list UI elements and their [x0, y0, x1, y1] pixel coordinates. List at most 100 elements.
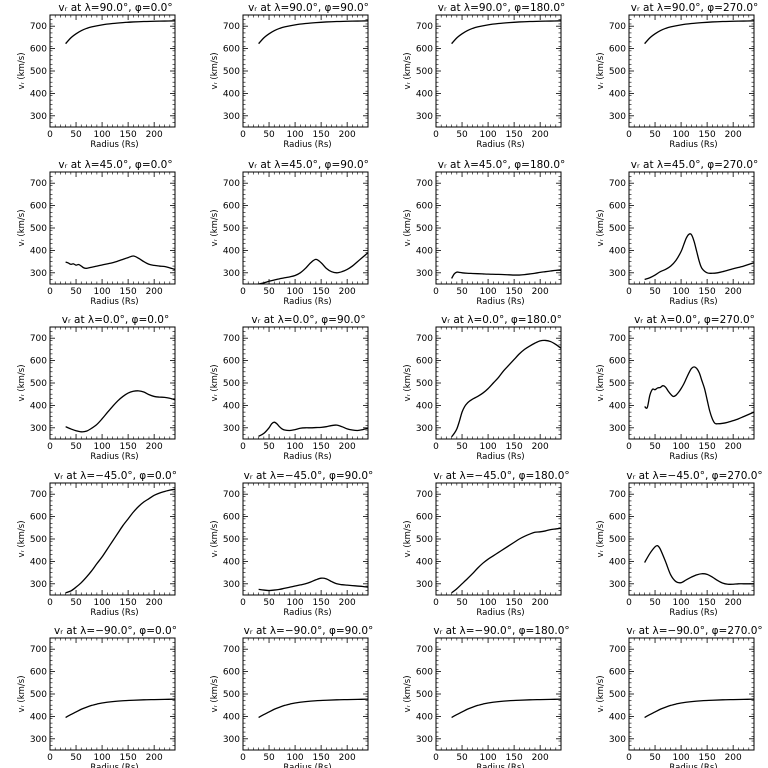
y-tick-label: 300: [416, 112, 433, 122]
x-tick-label: 150: [506, 442, 523, 452]
x-tick-label: 100: [479, 130, 496, 140]
series-line: [258, 698, 369, 719]
y-tick-label: 500: [609, 224, 626, 234]
y-axis-label: vᵣ (km/s): [403, 520, 413, 557]
x-tick-label: 100: [286, 287, 303, 297]
y-tick-label: 400: [416, 89, 433, 99]
x-tick-label: 150: [120, 753, 137, 763]
y-tick-label: 300: [223, 112, 240, 122]
y-tick-label: 400: [223, 557, 240, 567]
y-tick-label: 300: [416, 580, 433, 590]
panel-title-4: vᵣ at λ=45.0°, φ=0.0°: [58, 159, 172, 171]
x-tick-label: 50: [456, 598, 468, 608]
series-line: [451, 527, 562, 594]
panel-18: vᵣ at λ=−90.0°, φ=180.0° 0 50 100 150 200 300 4…: [403, 625, 570, 768]
x-tick-label: 150: [506, 598, 523, 608]
x-tick-label: 200: [339, 287, 356, 297]
y-axis-label: vᵣ (km/s): [17, 364, 27, 401]
panel-title-12: vᵣ at λ=−45.0°, φ=0.0°: [54, 470, 177, 482]
y-tick-label: 400: [416, 246, 433, 256]
x-tick-label: 50: [70, 442, 82, 452]
x-tick-label: 200: [146, 442, 163, 452]
plot-frame: [628, 637, 755, 751]
x-tick-label: 100: [93, 130, 110, 140]
x-tick-label: 50: [456, 130, 468, 140]
y-tick-label: 500: [30, 379, 47, 389]
y-tick-label: 500: [609, 379, 626, 389]
x-tick-label: 100: [286, 753, 303, 763]
x-tick-label: 100: [286, 442, 303, 452]
panel-2: vᵣ at λ=90.0°, φ=180.0° 0 50 100 150 200 300 40…: [403, 2, 565, 150]
series-line: [451, 339, 562, 438]
series-line: [65, 698, 176, 719]
x-tick-label: 50: [70, 753, 82, 763]
y-tick-label: 600: [416, 45, 433, 55]
y-tick-label: 600: [416, 668, 433, 678]
series-line: [258, 577, 369, 592]
plot-frame: [242, 14, 369, 128]
panel-10: vᵣ at λ=0.0°, φ=180.0° 0 50 100 150 200 300 400…: [403, 314, 562, 462]
y-tick-label: 500: [416, 535, 433, 545]
plot-frame: [242, 637, 369, 751]
x-axis-label: Radius (Rs): [476, 452, 524, 462]
y-tick-label: 400: [609, 89, 626, 99]
x-tick-label: 50: [263, 598, 275, 608]
x-tick-label: 100: [286, 130, 303, 140]
x-tick-label: 100: [479, 598, 496, 608]
panel-16: vᵣ at λ=−90.0°, φ=0.0° 0 50 100 150 200 300 400…: [17, 625, 177, 768]
panel-title-9: vᵣ at λ=0.0°, φ=90.0°: [251, 314, 365, 326]
y-tick-label: 600: [30, 202, 47, 212]
y-tick-label: 600: [416, 357, 433, 367]
panel-8: vᵣ at λ=0.0°, φ=0.0° 0 50 100 150 200 300 400 50…: [17, 314, 176, 462]
y-axis-label: vᵣ (km/s): [210, 364, 220, 401]
y-tick-label: 500: [30, 67, 47, 77]
x-tick-label: 50: [649, 753, 661, 763]
x-axis-label: Radius (Rs): [90, 763, 138, 768]
x-tick-label: 100: [479, 753, 496, 763]
x-tick-label: 150: [313, 130, 330, 140]
x-tick-label: 150: [120, 130, 137, 140]
y-tick-label: 400: [223, 712, 240, 722]
y-tick-label: 500: [30, 224, 47, 234]
x-tick-label: 50: [456, 287, 468, 297]
y-tick-label: 400: [30, 246, 47, 256]
panel-1: vᵣ at λ=90.0°, φ=90.0° 0 50 100 150 200 300 400…: [210, 2, 369, 150]
x-tick-label: 150: [313, 598, 330, 608]
panel-17: vᵣ at λ=−90.0°, φ=90.0° 0 50 100 150 200 300 40…: [210, 625, 373, 768]
x-tick-label: 200: [339, 442, 356, 452]
y-tick-label: 500: [30, 535, 47, 545]
x-tick-label: 200: [146, 753, 163, 763]
x-axis-label: Radius (Rs): [669, 297, 717, 307]
y-tick-label: 700: [30, 645, 47, 655]
plot-frame: [49, 14, 176, 128]
y-tick-label: 300: [609, 269, 626, 279]
panel-title-2: vᵣ at λ=90.0°, φ=180.0°: [438, 2, 566, 14]
panel-12: vᵣ at λ=−45.0°, φ=0.0° 0 50 100 150 200 300 400…: [17, 470, 177, 618]
y-tick-label: 700: [416, 334, 433, 344]
x-axis-label: Radius (Rs): [90, 608, 138, 618]
y-tick-label: 700: [223, 490, 240, 500]
y-tick-label: 300: [223, 735, 240, 745]
x-tick-label: 100: [93, 442, 110, 452]
panel-5: vᵣ at λ=45.0°, φ=90.0° 0 50 100 150 200 300 400…: [210, 159, 369, 307]
series-line: [65, 255, 176, 271]
x-axis-label: Radius (Rs): [90, 297, 138, 307]
panel-title-13: vᵣ at λ=−45.0°, φ=90.0°: [244, 470, 374, 482]
y-tick-label: 400: [609, 712, 626, 722]
series-line: [451, 698, 562, 719]
x-tick-label: 200: [146, 598, 163, 608]
x-tick-label: 100: [672, 130, 689, 140]
x-tick-label: 0: [47, 287, 53, 297]
y-axis-label: vᵣ (km/s): [596, 364, 606, 401]
x-tick-label: 200: [532, 598, 549, 608]
plot-frame: [628, 171, 755, 285]
x-tick-label: 150: [506, 130, 523, 140]
x-tick-label: 150: [120, 598, 137, 608]
panel-title-14: vᵣ at λ=−45.0°, φ=180.0°: [433, 470, 569, 482]
y-tick-label: 600: [609, 357, 626, 367]
series-line: [258, 20, 369, 45]
x-tick-label: 50: [649, 130, 661, 140]
x-tick-label: 0: [240, 442, 246, 452]
x-tick-label: 200: [146, 130, 163, 140]
y-tick-label: 600: [223, 668, 240, 678]
